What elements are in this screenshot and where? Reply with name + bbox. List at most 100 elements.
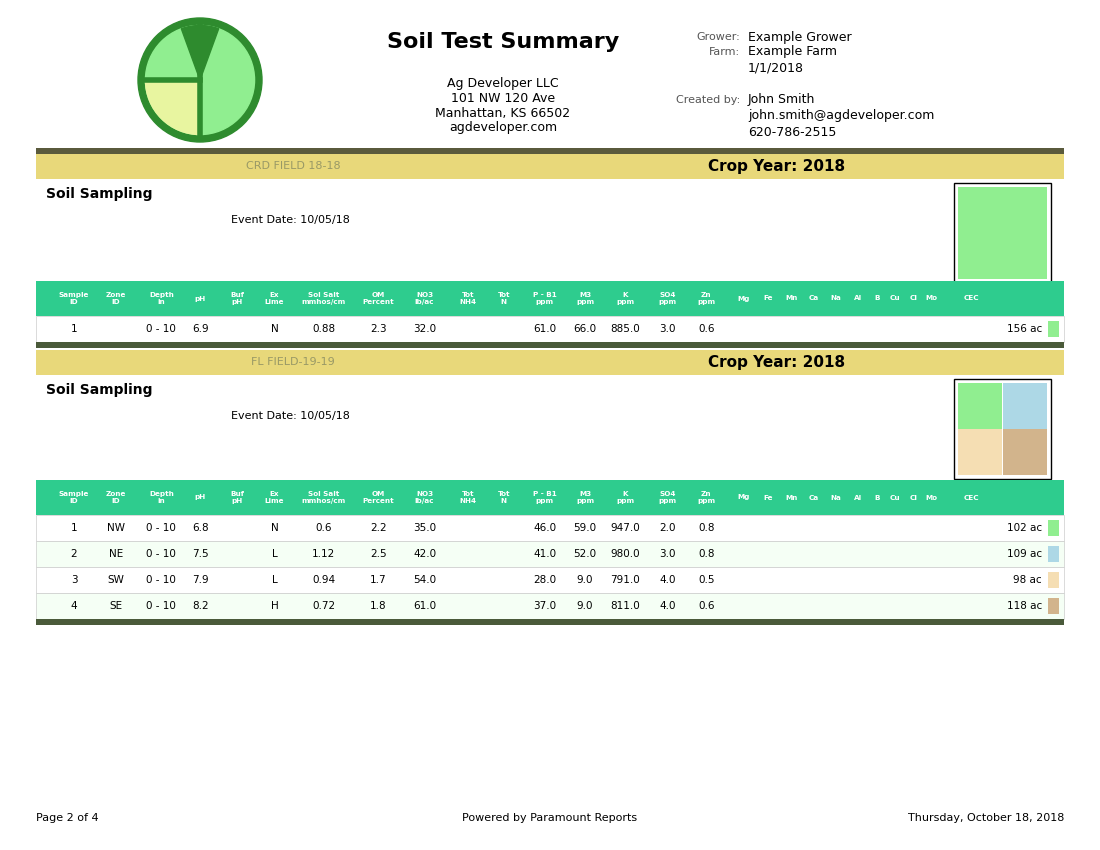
Text: 52.0: 52.0 — [573, 549, 596, 559]
Text: Soil Test Summary: Soil Test Summary — [387, 32, 619, 52]
Text: Event Date: 10/05/18: Event Date: 10/05/18 — [231, 411, 350, 421]
Text: 3.0: 3.0 — [659, 324, 675, 334]
Text: Mo: Mo — [925, 495, 937, 501]
Text: Mo: Mo — [925, 296, 937, 302]
Text: 35.0: 35.0 — [412, 523, 436, 533]
Text: Crop Year: 2018: Crop Year: 2018 — [707, 158, 845, 173]
Text: Thursday, October 18, 2018: Thursday, October 18, 2018 — [908, 813, 1064, 823]
Text: pH: pH — [195, 495, 206, 501]
Text: Tot
N: Tot N — [497, 292, 510, 305]
Text: 980.0: 980.0 — [610, 549, 640, 559]
Text: Ca: Ca — [810, 296, 820, 302]
Text: Fe: Fe — [763, 495, 772, 501]
Text: 46.0: 46.0 — [534, 523, 557, 533]
Text: P - B1
ppm: P - B1 ppm — [534, 491, 557, 504]
Text: 4: 4 — [70, 601, 77, 611]
Text: 41.0: 41.0 — [534, 549, 557, 559]
Text: NW: NW — [107, 523, 125, 533]
Text: Mn: Mn — [785, 495, 798, 501]
Text: Example Farm: Example Farm — [748, 46, 837, 59]
Text: NO3
lb/ac: NO3 lb/ac — [415, 292, 434, 305]
Text: 2.5: 2.5 — [370, 549, 386, 559]
Wedge shape — [145, 80, 200, 134]
Text: Zn
ppm: Zn ppm — [697, 292, 715, 305]
Text: M3
ppm: M3 ppm — [576, 292, 594, 305]
Text: 156 ac: 156 ac — [1006, 324, 1042, 334]
Text: 98 ac: 98 ac — [1013, 575, 1042, 585]
Text: 1: 1 — [70, 523, 77, 533]
Text: Tot
NH4: Tot NH4 — [460, 491, 476, 504]
Text: Mn: Mn — [785, 296, 798, 302]
Circle shape — [145, 26, 254, 134]
Text: 0 - 10: 0 - 10 — [146, 523, 176, 533]
Text: Fe: Fe — [763, 296, 772, 302]
Text: 118 ac: 118 ac — [1006, 601, 1042, 611]
Text: Na: Na — [830, 495, 842, 501]
Text: Manhattan, KS 66502: Manhattan, KS 66502 — [436, 106, 571, 120]
Text: 0.6: 0.6 — [698, 601, 715, 611]
Text: 66.0: 66.0 — [573, 324, 596, 334]
Text: 42.0: 42.0 — [412, 549, 436, 559]
Text: 1.12: 1.12 — [312, 549, 336, 559]
Text: 1.8: 1.8 — [370, 601, 386, 611]
Text: M3
ppm: M3 ppm — [576, 491, 594, 504]
Text: L: L — [272, 575, 277, 585]
Text: 1: 1 — [70, 324, 77, 334]
Text: Cu: Cu — [890, 296, 901, 302]
Text: 2.3: 2.3 — [370, 324, 386, 334]
Text: 791.0: 791.0 — [610, 575, 640, 585]
Text: P - B1
ppm: P - B1 ppm — [534, 292, 557, 305]
Text: 59.0: 59.0 — [573, 523, 596, 533]
Text: Al: Al — [855, 296, 862, 302]
Text: Example Grower: Example Grower — [748, 31, 851, 43]
Text: 2.2: 2.2 — [370, 523, 386, 533]
Text: Tot
NH4: Tot NH4 — [460, 292, 476, 305]
Text: Sample
ID: Sample ID — [58, 292, 89, 305]
Text: Ex
Lime: Ex Lime — [265, 292, 284, 305]
Text: FL FIELD-19-19: FL FIELD-19-19 — [251, 357, 334, 367]
Text: OM
Percent: OM Percent — [363, 491, 394, 504]
Text: 0.8: 0.8 — [698, 523, 715, 533]
Text: Ex
Lime: Ex Lime — [265, 491, 284, 504]
Text: Al: Al — [855, 495, 862, 501]
Text: SO4
ppm: SO4 ppm — [658, 491, 676, 504]
Text: Grower:: Grower: — [696, 32, 740, 42]
Text: Sample
ID: Sample ID — [58, 491, 89, 504]
Text: 0 - 10: 0 - 10 — [146, 549, 176, 559]
Text: 0 - 10: 0 - 10 — [146, 575, 176, 585]
Text: Crop Year: 2018: Crop Year: 2018 — [707, 354, 845, 370]
Text: SO4
ppm: SO4 ppm — [658, 292, 676, 305]
Text: Soil Sampling: Soil Sampling — [46, 187, 153, 201]
Text: Created by:: Created by: — [675, 95, 740, 105]
Text: pH: pH — [195, 296, 206, 302]
Text: CEC: CEC — [964, 495, 979, 501]
Text: 0 - 10: 0 - 10 — [146, 601, 176, 611]
Text: 102 ac: 102 ac — [1006, 523, 1042, 533]
Text: 61.0: 61.0 — [534, 324, 557, 334]
Text: 2.0: 2.0 — [659, 523, 675, 533]
Text: 8.2: 8.2 — [192, 601, 209, 611]
Text: 0.72: 0.72 — [312, 601, 336, 611]
Text: 37.0: 37.0 — [534, 601, 557, 611]
Text: Event Date: 10/05/18: Event Date: 10/05/18 — [231, 215, 350, 225]
Text: 7.9: 7.9 — [192, 575, 209, 585]
Text: Buf
pH: Buf pH — [231, 491, 244, 504]
Text: 9.0: 9.0 — [576, 601, 593, 611]
Text: Mg: Mg — [737, 296, 749, 302]
Text: 4.0: 4.0 — [659, 575, 675, 585]
Text: NO3
lb/ac: NO3 lb/ac — [415, 491, 434, 504]
Text: Sol Salt
mmhos/cm: Sol Salt mmhos/cm — [301, 491, 346, 504]
Text: 7.5: 7.5 — [192, 549, 209, 559]
Text: CEC: CEC — [964, 296, 979, 302]
Text: Mg: Mg — [737, 495, 749, 501]
Text: Ca: Ca — [810, 495, 820, 501]
Text: 32.0: 32.0 — [412, 324, 436, 334]
Text: Depth
in: Depth in — [148, 292, 174, 305]
Text: SE: SE — [110, 601, 123, 611]
Text: 3: 3 — [70, 575, 77, 585]
Circle shape — [138, 18, 262, 142]
Text: 0.6: 0.6 — [698, 324, 715, 334]
Text: 54.0: 54.0 — [412, 575, 436, 585]
Text: Zone
ID: Zone ID — [106, 292, 127, 305]
Text: 1.7: 1.7 — [370, 575, 386, 585]
